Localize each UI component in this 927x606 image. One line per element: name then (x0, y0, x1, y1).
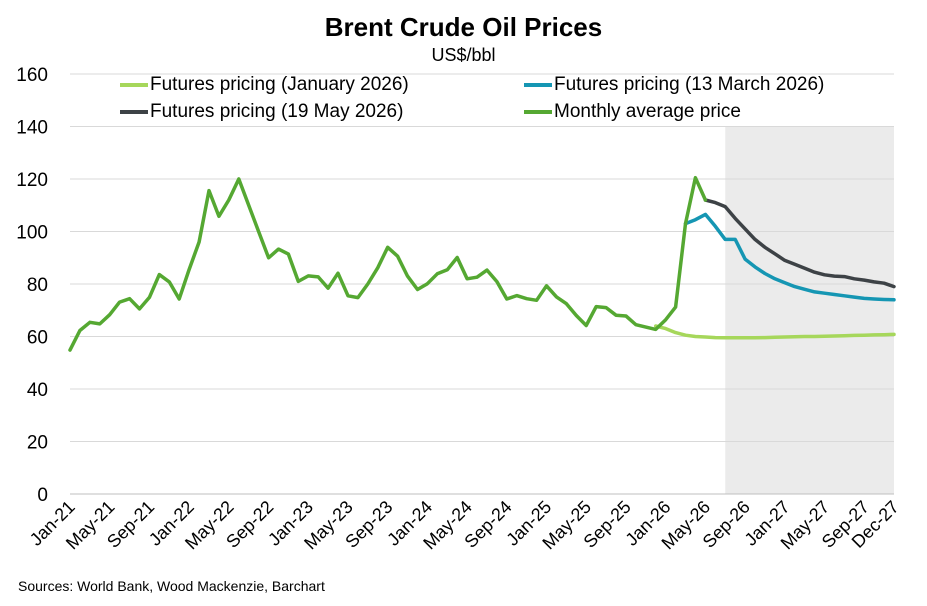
legend-label: Monthly average price (554, 101, 741, 122)
y-tick-label: 40 (27, 380, 48, 401)
series-line-futures-pricing-13-march-2026 (683, 212, 896, 302)
y-tick-label: 0 (37, 485, 48, 506)
legend-swatch (120, 83, 148, 87)
y-tick-label: 20 (27, 433, 48, 454)
series-line-futures-pricing-19-may-2026 (703, 198, 896, 289)
legend-label: Futures pricing (19 May 2026) (150, 101, 404, 122)
legend-swatch (524, 83, 552, 87)
legend-item-monthly-average: Monthly average price (524, 101, 741, 123)
forecast-shading (725, 126, 894, 494)
y-tick-label: 120 (16, 170, 48, 191)
series-line-monthly-average-price (68, 175, 708, 352)
chart-subtitle: US$/bbl (431, 45, 496, 65)
legend-item-futures-19-may-2026: Futures pricing (19 May 2026) (120, 101, 403, 123)
legend-label: Futures pricing (January 2026) (150, 74, 409, 95)
chart-title: Brent Crude Oil Prices (324, 12, 603, 42)
chart-source-note: Sources: World Bank, Wood Mackenzie, Bar… (18, 578, 325, 594)
y-tick-label: 160 (16, 65, 48, 86)
legend-item-futures-13-mar-2026: Futures pricing (13 March 2026) (524, 74, 824, 96)
y-tick-label: 80 (27, 275, 48, 296)
legend-label: Futures pricing (13 March 2026) (554, 74, 825, 95)
y-tick-label: 100 (16, 223, 48, 244)
series-line-futures-pricing-january-2026 (653, 324, 896, 340)
y-tick-label: 60 (27, 328, 48, 349)
legend-swatch (524, 110, 552, 114)
legend-swatch (120, 110, 148, 114)
legend-item-futures-jan-2026: Futures pricing (January 2026) (120, 74, 409, 96)
y-tick-label: 140 (16, 118, 48, 139)
